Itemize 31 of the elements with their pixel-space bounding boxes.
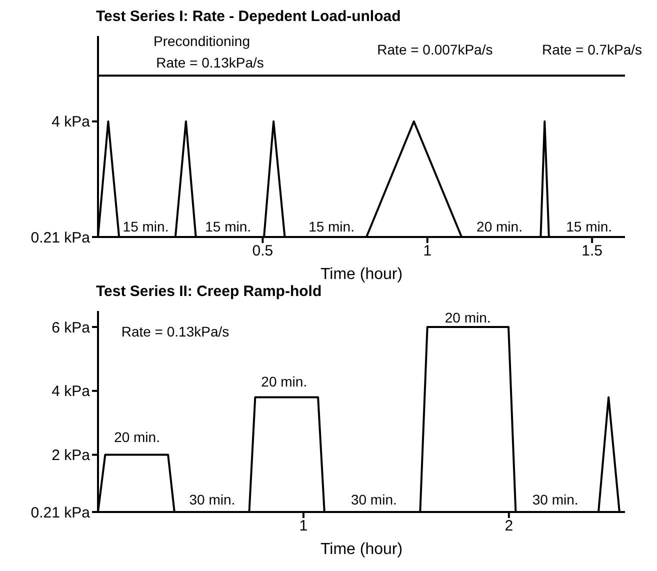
annotation: 30 min. [350,492,397,508]
annotation: Rate = 0.7kPa/s [542,42,642,58]
annotation: 20 min. [476,218,522,235]
y-tick-label: 4 kPa [52,114,91,131]
chart-title: Test Series I: Rate - Depedent Load-unload [96,8,402,27]
annotation: 15 min. [566,218,612,235]
x-axis-title: Time (hour) [320,266,403,283]
annotation: Rate = 0.13kPa/s [121,323,230,340]
chart-title: Test Series II: Creep Ramp-hold [96,283,323,302]
y-tick-label: 6 kPa [52,319,91,336]
annotation: 15 min. [308,218,354,235]
x-tick-label: 0.5 [252,242,274,260]
x-tick-label: 1 [423,242,432,260]
annotation: Rate = 0.007kPa/s [377,42,493,58]
y-tick-label: 4 kPa [52,383,91,400]
x-tick-label: 2 [504,518,514,535]
annotation: 30 min. [532,492,578,508]
annotation: 20 min. [114,429,160,446]
annotation: Rate = 0.13kPa/s [156,54,264,71]
annotation: 30 min. [189,492,236,508]
annotation: 15 min. [122,218,169,235]
x-axis-title: Time (hour) [320,541,403,558]
y-tick-label: 2 kPa [52,447,91,464]
x-tick-label: 1.5 [582,242,602,260]
annotation: 20 min. [444,309,491,326]
annotation: Preconditioning [153,33,250,50]
y-tick-label: 0.21 kPa [30,504,91,522]
y-tick-label: 0.21 kPa [30,229,91,246]
x-tick-label: 1 [299,518,308,535]
annotation: 20 min. [261,373,308,390]
annotation: 15 min. [205,218,252,235]
